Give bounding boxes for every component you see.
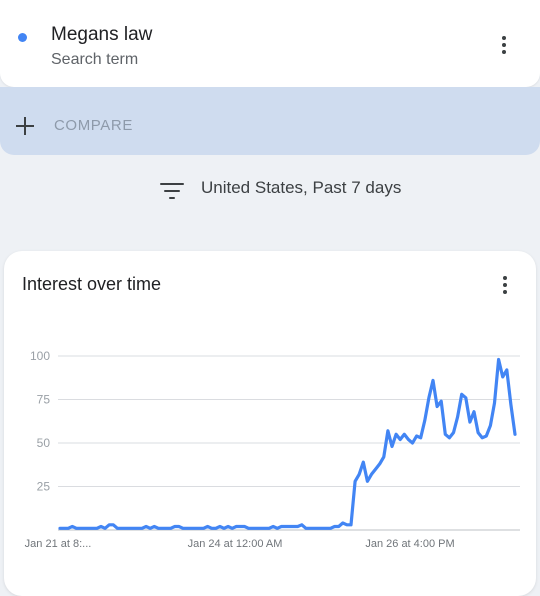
search-term-name: Megans law (51, 24, 153, 45)
series-color-dot (18, 33, 27, 42)
interest-over-time-card (4, 251, 536, 596)
y-tick-label: 75 (37, 393, 51, 407)
series-line[interactable] (58, 357, 517, 530)
search-term-subtitle: Search term (51, 51, 139, 68)
y-tick-label: 25 (37, 480, 51, 494)
interest-line-chart: 25 50 75 100 Jan 21 at 8:... Jan 24 at 12:00 … (25, 349, 520, 550)
search-term-card (0, 0, 540, 87)
x-tick-label: Jan 24 at 12:00 AM (188, 538, 283, 550)
filter-list-icon (160, 182, 184, 200)
y-tick-label: 100 (30, 349, 50, 363)
y-tick-label: 50 (37, 436, 51, 450)
compare-button[interactable] (0, 87, 540, 155)
compare-label: COMPARE (54, 117, 133, 134)
more-vert-icon[interactable] (493, 273, 517, 297)
filter-label: United States, Past 7 days (201, 178, 402, 197)
plus-icon (15, 116, 35, 136)
more-vert-icon[interactable] (492, 33, 516, 57)
chart-title: Interest over time (22, 274, 162, 294)
x-tick-label: Jan 26 at 4:00 PM (365, 538, 454, 550)
x-tick-label: Jan 21 at 8:... (25, 538, 92, 550)
